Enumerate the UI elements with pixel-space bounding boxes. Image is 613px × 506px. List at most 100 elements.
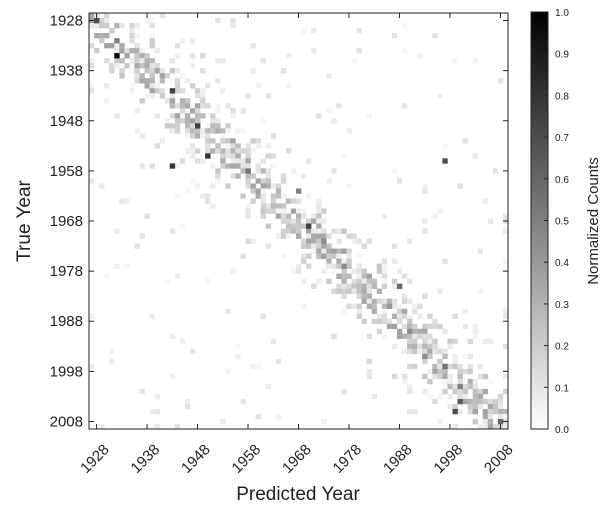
heatmap-cell: [432, 348, 438, 355]
heatmap-cell: [225, 143, 231, 149]
heatmap-cell: [260, 183, 266, 189]
heatmap-cell: [169, 228, 176, 234]
heatmap-cell: [179, 38, 186, 44]
colorbar-tick-label: 1.0: [555, 8, 569, 19]
heatmap-cell: [301, 28, 307, 34]
heatmap-cell: [240, 108, 246, 114]
heatmap-cell: [235, 128, 241, 134]
heatmap-cell: [351, 233, 357, 239]
heatmap-cell: [149, 58, 155, 64]
heatmap-cell: [295, 223, 302, 229]
heatmap-cell: [401, 293, 408, 299]
heatmap-cell: [265, 178, 272, 184]
heatmap-cell: [200, 193, 206, 199]
heatmap-cell: [235, 343, 241, 350]
heatmap-cell: [169, 103, 176, 109]
heatmap-cell: [427, 348, 433, 355]
heatmap-cell: [497, 78, 504, 84]
heatmap-cell: [149, 68, 155, 74]
heatmap-cell: [432, 323, 438, 330]
heatmap-cell: [437, 418, 443, 425]
heatmap-cell: [119, 23, 125, 29]
heatmap-cell: [417, 303, 423, 310]
heatmap-cell: [230, 113, 236, 119]
heatmap-cell: [290, 268, 297, 274]
heatmap-cell: [134, 243, 140, 249]
heatmap-cell: [442, 363, 448, 370]
heatmap-cell: [341, 263, 347, 269]
heatmap-cell: [195, 158, 201, 164]
heatmap-cell: [104, 273, 110, 279]
heatmap-cell: [361, 278, 367, 284]
heatmap-cell: [129, 33, 135, 39]
heatmap-cell: [316, 278, 322, 284]
heatmap-cell: [280, 203, 287, 209]
heatmap-cell: [326, 263, 332, 269]
heatmap-cell: [174, 43, 181, 49]
heatmap-cell: [245, 143, 251, 149]
heatmap-cell: [432, 33, 438, 39]
heatmap-cell: [149, 88, 155, 94]
heatmap-cell: [225, 103, 231, 109]
heatmap-cell: [321, 243, 327, 249]
heatmap-cell: [502, 228, 509, 234]
heatmap-cell: [280, 213, 287, 219]
heatmap-cell: [376, 313, 383, 320]
heatmap-cell: [422, 228, 428, 234]
heatmap-cell: [154, 88, 160, 94]
heatmap-cell: [301, 208, 307, 214]
heatmap-cell: [381, 333, 388, 340]
heatmap-cell: [447, 378, 453, 385]
heatmap-cell: [422, 348, 428, 355]
heatmap-cell: [346, 233, 352, 239]
heatmap-cell: [356, 28, 362, 34]
heatmap-cell: [195, 128, 201, 134]
heatmap-cell: [104, 13, 110, 19]
heatmap-cell: [210, 183, 216, 189]
heatmap-cell: [311, 213, 317, 219]
heatmap-cell: [437, 208, 443, 214]
heatmap-cell: [427, 343, 433, 350]
heatmap-cell: [361, 268, 367, 274]
heatmap-cell: [149, 408, 155, 415]
heatmap-cell: [270, 208, 277, 214]
heatmap-cell: [295, 213, 302, 219]
heatmap-cell: [472, 333, 479, 340]
heatmap-cell: [391, 33, 398, 39]
heatmap-cell: [437, 323, 443, 330]
heatmap-cell: [270, 203, 277, 209]
heatmap-cell: [200, 68, 206, 74]
heatmap-cell: [412, 303, 418, 310]
heatmap-cell: [255, 188, 261, 194]
heatmap-cell: [407, 383, 413, 390]
heatmap-cell: [366, 358, 372, 365]
heatmap-cell: [195, 118, 201, 124]
heatmap-cell: [502, 413, 509, 420]
heatmap-cell: [169, 68, 176, 74]
heatmap-cell: [341, 268, 347, 274]
heatmap-cell: [265, 243, 272, 249]
heatmap-cell: [331, 288, 337, 294]
heatmap-cell: [366, 298, 372, 304]
heatmap-cell: [149, 23, 155, 29]
heatmap-cell: [134, 43, 140, 49]
heatmap-cell: [200, 113, 206, 119]
heatmap-cell: [134, 128, 140, 134]
heatmap-cell: [437, 348, 443, 355]
heatmap-cell: [134, 53, 140, 59]
heatmap-cell: [179, 338, 186, 345]
heatmap-cell: [341, 278, 347, 284]
heatmap-cell: [275, 358, 282, 365]
heatmap-cell: [215, 103, 221, 109]
heatmap-cell: [356, 268, 362, 274]
heatmap-cell: [280, 233, 287, 239]
heatmap-cell: [189, 178, 196, 184]
heatmap-cell: [316, 228, 322, 234]
heatmap-cell: [452, 423, 458, 430]
heatmap-cell: [497, 403, 504, 410]
heatmap-cell: [311, 283, 317, 289]
heatmap-cell: [341, 153, 347, 159]
heatmap-cell: [189, 143, 196, 149]
heatmap-cell: [179, 73, 186, 79]
y-axis: 1928 1938 1948 1958 1968 1978 1988 1998 2008: [50, 13, 508, 430]
